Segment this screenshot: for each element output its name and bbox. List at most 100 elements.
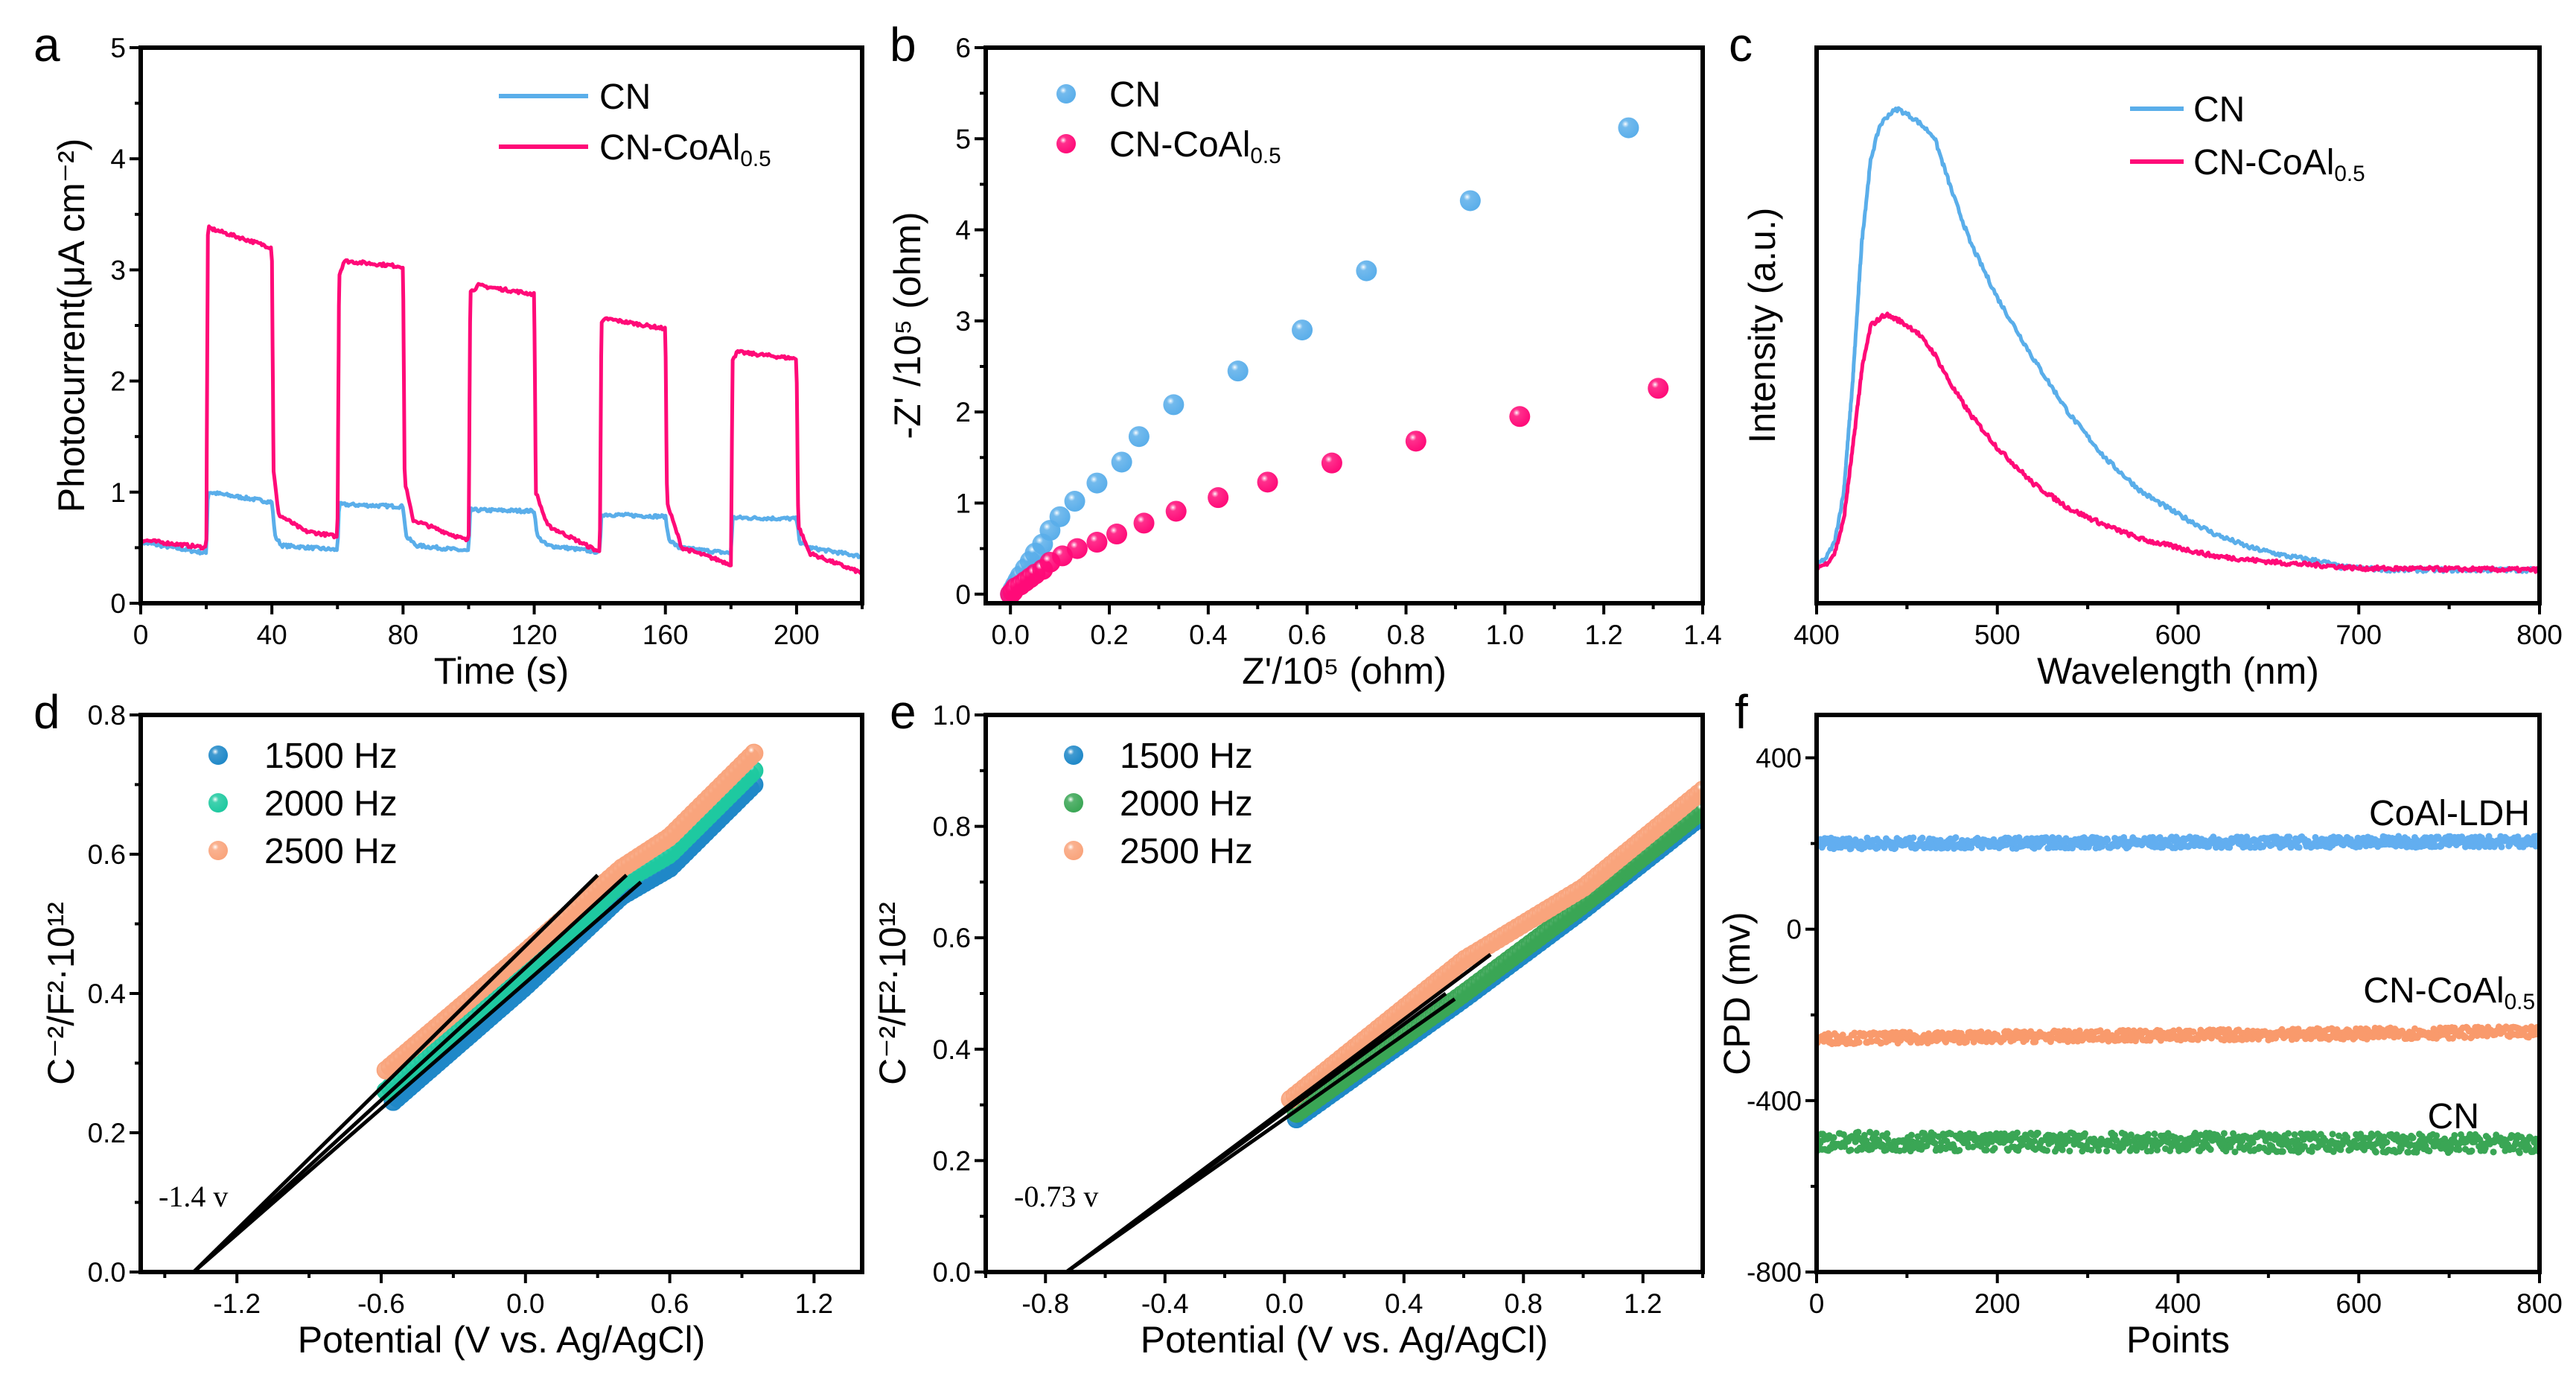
data-point [1128, 426, 1150, 448]
data-point [2015, 834, 2023, 842]
data-point [2220, 1130, 2228, 1137]
y-axis-title: CPD (mv) [1716, 912, 1758, 1075]
data-point [2279, 1148, 2286, 1155]
fit-line [192, 874, 599, 1272]
legend-marker [1064, 745, 1083, 765]
data-point [2301, 1142, 2308, 1150]
x-axis-title: Time (s) [434, 650, 569, 692]
data-point [1931, 1139, 1939, 1147]
data-point [2144, 1131, 2152, 1138]
data-point [2095, 1147, 2102, 1154]
y-tick-label: 0 [1786, 915, 1802, 945]
data-point [2231, 1148, 2239, 1156]
y-tick-label: 2 [110, 366, 126, 397]
y-tick-label: 0.4 [88, 979, 126, 1009]
data-point [2397, 1145, 2405, 1152]
data-point [2044, 1147, 2051, 1154]
plot-area [141, 224, 862, 576]
y-tick-label: 4 [955, 215, 971, 246]
plot-frame [138, 45, 864, 605]
data-point [2104, 836, 2111, 844]
y-tick-label: 0.8 [88, 700, 126, 731]
x-tick-label: 120 [511, 620, 558, 650]
data-point [2291, 1131, 2298, 1138]
y-tick-label: 0.0 [88, 1257, 126, 1288]
data-point [1086, 472, 1108, 494]
x-tick-label: 0.2 [1090, 620, 1128, 650]
data-point [2426, 1148, 2433, 1155]
plot-area [1817, 833, 2540, 1157]
y-tick-label: 1 [110, 477, 126, 508]
y-tick-label: 0.2 [933, 1145, 971, 1176]
data-point [2013, 1129, 2021, 1136]
y-axis-title: C⁻²/F²·10¹² [872, 902, 914, 1085]
data-point [744, 743, 764, 763]
legend-label: CN [599, 77, 651, 117]
data-point [1356, 260, 1377, 282]
x-tick-label: 0.0 [991, 620, 1029, 650]
fit-line [192, 880, 643, 1272]
data-point [2194, 1136, 2202, 1144]
panel-letter: a [34, 18, 60, 71]
y-tick-label: 0.8 [933, 812, 971, 842]
data-point [2249, 1139, 2257, 1146]
panel-e: e -0.8 -0.4 0.0 0.4 0.8 1.2 0.0 0.2 0.4 0.6 0.8 1.0 P… [872, 685, 1705, 1361]
panel-letter: b [890, 18, 916, 71]
x-axis-title: Potential (V vs. Ag/AgCl) [1141, 1319, 1548, 1361]
data-point [1855, 1039, 1863, 1046]
legend-label: CN [2193, 90, 2245, 130]
data-point [2243, 833, 2251, 841]
plot-frame [983, 45, 1705, 605]
data-point [2337, 1146, 2344, 1154]
data-point [1257, 471, 1278, 493]
data-point [2059, 1146, 2066, 1154]
data-point [1066, 538, 1088, 559]
legend-marker [1064, 841, 1083, 860]
legend-label: CN-CoAl0.5 [2193, 143, 2365, 186]
data-point [1919, 834, 1926, 842]
data-point [1509, 406, 1531, 427]
data-point [1106, 524, 1127, 545]
data-point [1907, 1131, 1915, 1139]
y-tick-label: -400 [1747, 1086, 1802, 1116]
data-point [2490, 1148, 2497, 1156]
data-point [1861, 1131, 1868, 1139]
legend-label: CN-CoAl0.5 [1109, 125, 1281, 168]
x-tick-label: 200 [774, 620, 820, 650]
legend-marker [208, 793, 228, 813]
plot-area [1000, 117, 1669, 603]
panel-b: b 0.0 0.2 0.4 0.6 0.8 1.0 1.2 1.4 0 1 2 3 4 5 6 Z'/10⁵ (… [887, 18, 1722, 692]
data-point [1914, 1133, 1922, 1140]
data-point [1064, 491, 1085, 512]
x-tick-label: 1.2 [1584, 620, 1622, 650]
data-point [2405, 1148, 2412, 1156]
y-tick-label: 0.6 [933, 923, 971, 953]
data-point [2455, 1146, 2463, 1154]
x-tick-label: 1.2 [1624, 1288, 1662, 1319]
panel-letter: e [890, 685, 916, 739]
x-tick-label: 400 [2155, 1288, 2202, 1319]
y-tick-label: 0.4 [933, 1034, 971, 1065]
y-tick-label: 3 [955, 306, 971, 337]
legend-label: CN [1109, 75, 1161, 115]
x-tick-label: 1.0 [1486, 620, 1524, 650]
y-tick-label: 0.6 [88, 839, 126, 870]
y-tick-label: 0.2 [88, 1118, 126, 1148]
data-point [2321, 1137, 2329, 1145]
data-point [2031, 1137, 2038, 1145]
plot-frame [1814, 45, 2542, 605]
data-point [1292, 319, 1313, 341]
panel-c: c 400 500 600 700 800 Wavelength (nm) Intensity… [1729, 18, 2563, 692]
data-point [2329, 1131, 2336, 1138]
data-point [1952, 834, 1960, 842]
data-point [1321, 452, 1342, 474]
plot-area [1065, 780, 1703, 1272]
x-tick-label: 600 [2336, 1288, 2382, 1319]
data-point [2514, 833, 2522, 841]
y-tick-label: 5 [955, 124, 971, 154]
fit-line [192, 874, 628, 1272]
x-tick-label: 0.0 [1266, 1288, 1304, 1319]
x-tick-label: 0.6 [651, 1288, 689, 1319]
